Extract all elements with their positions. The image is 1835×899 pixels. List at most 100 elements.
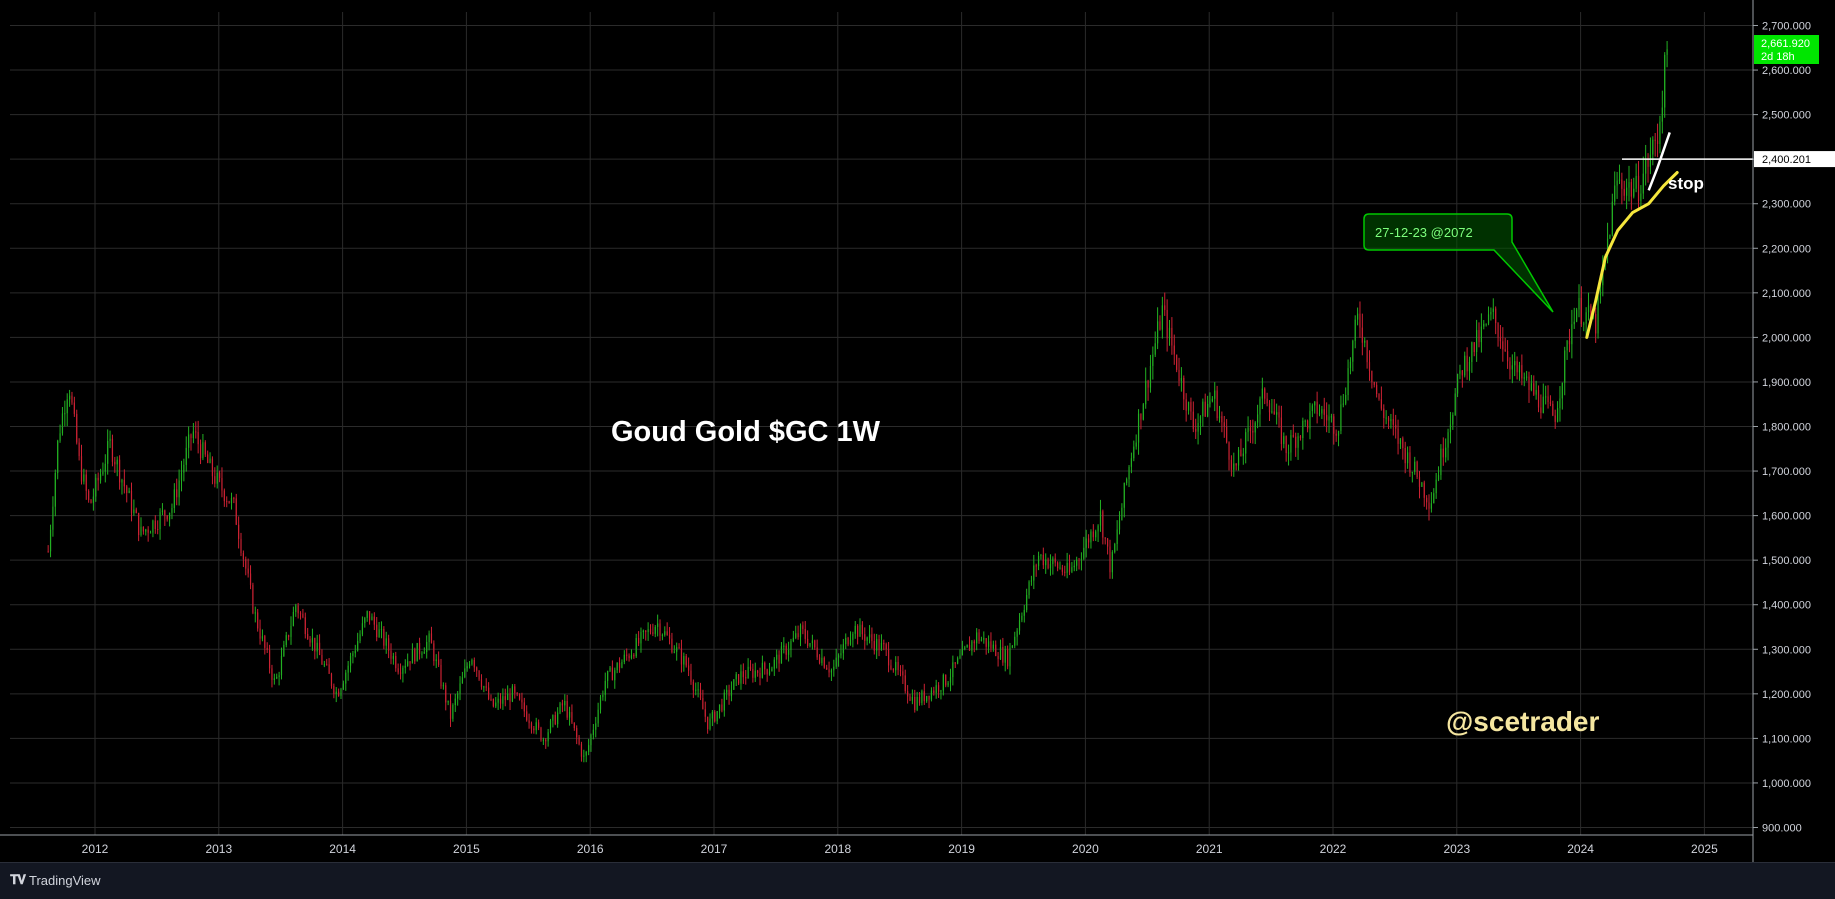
candle-body (252, 584, 254, 613)
tradingview-brand[interactable]: 𝐓𝐕 TradingView (10, 872, 101, 888)
candle-body (138, 512, 140, 536)
candle-body (478, 670, 480, 680)
candle-body (1599, 285, 1602, 296)
candle-body (183, 464, 185, 473)
candle-body (276, 677, 278, 679)
candle-body (1245, 432, 1247, 454)
candle-body (1261, 388, 1263, 399)
candle-body (1487, 314, 1490, 324)
candle-body (421, 653, 423, 655)
candle-body (468, 664, 471, 667)
candle-body (1437, 475, 1440, 480)
candle-body (1476, 330, 1478, 353)
candle-body (778, 654, 780, 664)
candle-body (1571, 324, 1573, 345)
candle-body (1354, 319, 1356, 341)
candle-body (1016, 630, 1018, 637)
candle-body (1590, 305, 1592, 319)
candle-body (533, 728, 535, 731)
candle-body (116, 459, 118, 465)
candle-body (1033, 565, 1035, 581)
price-axis-label: 1,200.000 (1762, 689, 1811, 701)
candle-body (166, 515, 168, 520)
candle-body (780, 646, 783, 664)
candle-body (164, 510, 166, 516)
candle-body (371, 616, 373, 621)
candle-body (795, 633, 797, 638)
candle-body (1542, 396, 1544, 413)
time-axis-label: 2022 (1320, 842, 1347, 856)
candle-body (1118, 520, 1121, 530)
candle-body (497, 698, 499, 703)
candle-body (1611, 201, 1613, 235)
candle-body (366, 611, 368, 618)
candle-body (1468, 362, 1471, 372)
candle-body (457, 693, 459, 699)
candle-body (376, 624, 378, 638)
price-axis-label: 1,000.000 (1762, 778, 1811, 790)
candle-body (1061, 567, 1063, 572)
candle-body (649, 629, 652, 633)
candle-body (1137, 413, 1140, 443)
candle-body (754, 670, 756, 678)
candle-body (1626, 187, 1628, 196)
candle-body (557, 712, 559, 725)
candle-body (1540, 407, 1542, 413)
candle-body (178, 480, 180, 498)
candle-body (1099, 511, 1102, 526)
candle-body (354, 650, 356, 654)
candle-body (607, 670, 609, 681)
candle-body (861, 624, 863, 635)
candle-body (580, 744, 583, 757)
candle-body (314, 637, 316, 652)
candle-body (1356, 313, 1359, 320)
candle-body (945, 674, 947, 686)
candle-body (364, 617, 366, 624)
candle-body (514, 686, 516, 693)
candle-body (288, 635, 290, 637)
candle-body (285, 635, 287, 645)
candle-body (1190, 402, 1192, 412)
candle-body (1068, 562, 1071, 572)
candle-body (242, 553, 244, 560)
last-price-tag (1754, 35, 1819, 64)
candle-body (1059, 567, 1061, 569)
candle-body (1509, 361, 1511, 370)
candle-body (1176, 354, 1178, 370)
candle-body (383, 629, 385, 646)
candle-body (959, 655, 961, 659)
candle-body (1645, 158, 1647, 174)
candle-body (528, 720, 530, 724)
candle-body (952, 662, 954, 678)
candle-body (614, 670, 616, 681)
candle-body (1383, 408, 1385, 418)
candle-body (633, 655, 635, 657)
candle-body (1052, 558, 1054, 565)
candle-body (1342, 403, 1344, 405)
candle-body (523, 702, 525, 712)
candle-body (68, 395, 71, 400)
candle-body (390, 650, 392, 659)
candle-body (185, 447, 187, 465)
candle-body (968, 644, 971, 651)
candle-body (399, 672, 402, 674)
candle-body (571, 712, 573, 723)
candle-body (161, 510, 164, 513)
candle-body (1161, 305, 1163, 330)
candle-body (480, 679, 483, 687)
candle-body (526, 711, 528, 721)
candle-body (1299, 436, 1302, 439)
candle-body (585, 751, 587, 756)
candle-body (483, 686, 485, 688)
candle-body (635, 637, 637, 657)
candle-body (280, 656, 283, 676)
candle-body (685, 656, 687, 666)
candle-body (983, 638, 985, 640)
candle-body (723, 692, 725, 711)
candle-body (592, 729, 594, 736)
candle-body (1452, 415, 1454, 425)
candle-body (499, 698, 502, 704)
candle-body (209, 458, 211, 463)
